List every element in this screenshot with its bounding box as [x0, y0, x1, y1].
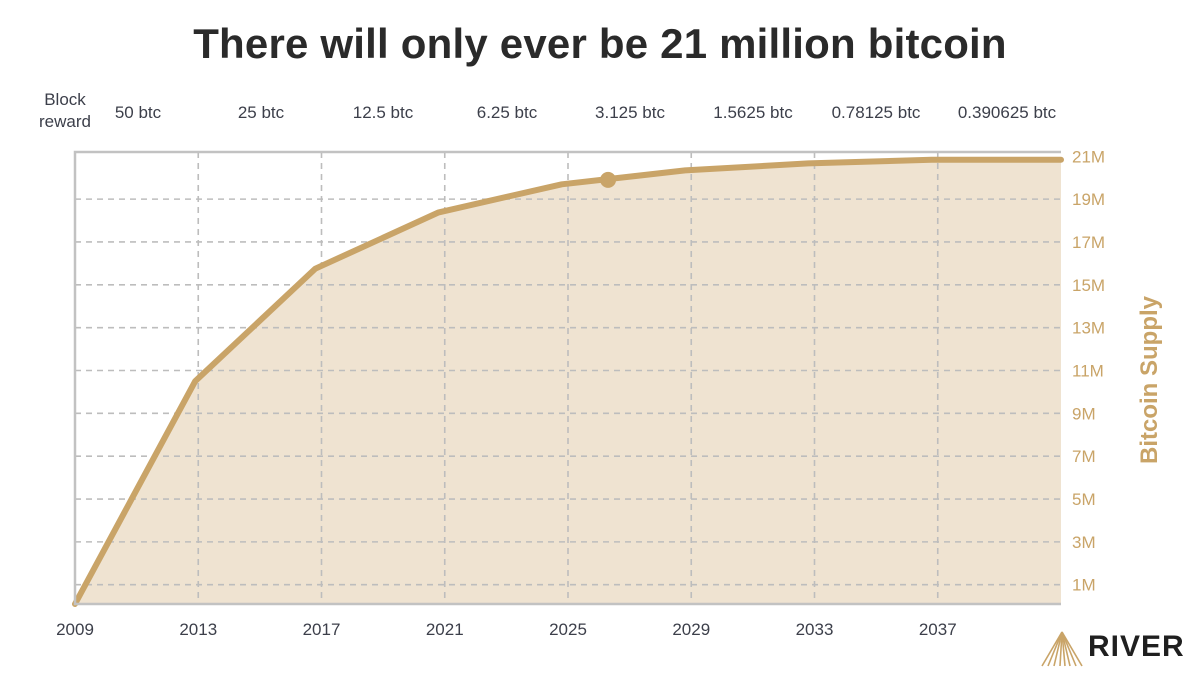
- x-axis-ticks: 2009 2013 2017 2021 2025 2029 2033 2037: [56, 620, 957, 639]
- x-tick-label: 2013: [179, 620, 217, 639]
- block-reward-value: 6.25 btc: [477, 103, 538, 122]
- block-reward-label: Block reward: [26, 89, 104, 133]
- block-reward-label-line-2: reward: [39, 112, 91, 131]
- y-tick-label: 11M: [1072, 362, 1104, 381]
- y-tick-label: 15M: [1072, 276, 1105, 295]
- x-tick-label: 2025: [549, 620, 587, 639]
- y-axis-ticks: 1M 3M 5M 7M 9M 11M 13M 15M 17M 19M 21M: [1072, 147, 1105, 594]
- y-tick-label: 19M: [1072, 190, 1105, 209]
- block-reward-row: 50 btc 25 btc 12.5 btc 6.25 btc 3.125 btc 1.5…: [115, 103, 1057, 122]
- block-reward-value: 0.78125 btc: [832, 103, 921, 122]
- x-tick-label: 2021: [426, 620, 464, 639]
- grid-layer: [75, 152, 1061, 604]
- x-tick-label: 2017: [303, 620, 341, 639]
- supply-line: [72, 156, 1064, 607]
- y-axis-label: Bitcoin Supply: [1136, 295, 1163, 464]
- y-tick-label: 1M: [1072, 576, 1096, 595]
- y-tick-label: 3M: [1072, 533, 1096, 552]
- block-reward-value: 1.5625 btc: [713, 103, 793, 122]
- y-tick-label: 7M: [1072, 447, 1096, 466]
- y-tick-label: 9M: [1072, 404, 1096, 423]
- y-tick-label: 13M: [1072, 319, 1105, 338]
- supply-area: [75, 159, 1061, 604]
- y-tick-label: 5M: [1072, 490, 1096, 509]
- block-reward-value: 3.125 btc: [595, 103, 665, 122]
- x-tick-label: 2037: [919, 620, 957, 639]
- brand-wordmark: RIVER: [1088, 630, 1185, 663]
- area-layer: [75, 159, 1061, 604]
- x-tick-label: 2009: [56, 620, 94, 639]
- block-reward-value: 50 btc: [115, 103, 162, 122]
- block-reward-value: 12.5 btc: [353, 103, 414, 122]
- current-supply-marker: [600, 171, 617, 188]
- y-tick-label: 17M: [1072, 233, 1105, 252]
- y-tick-label: 21M: [1072, 147, 1105, 166]
- plot-border: [73, 150, 1061, 606]
- river-mountain-icon: [1041, 631, 1083, 667]
- x-tick-label: 2029: [672, 620, 710, 639]
- block-reward-label-line-1: Block: [44, 90, 86, 109]
- plot-frame: [72, 150, 1064, 607]
- chart-title: There will only ever be 21 million bitco…: [193, 20, 1007, 67]
- x-tick-label: 2033: [796, 620, 834, 639]
- block-reward-value: 0.390625 btc: [958, 103, 1057, 122]
- river-logo: RIVER: [1036, 626, 1196, 670]
- block-reward-value: 25 btc: [238, 103, 285, 122]
